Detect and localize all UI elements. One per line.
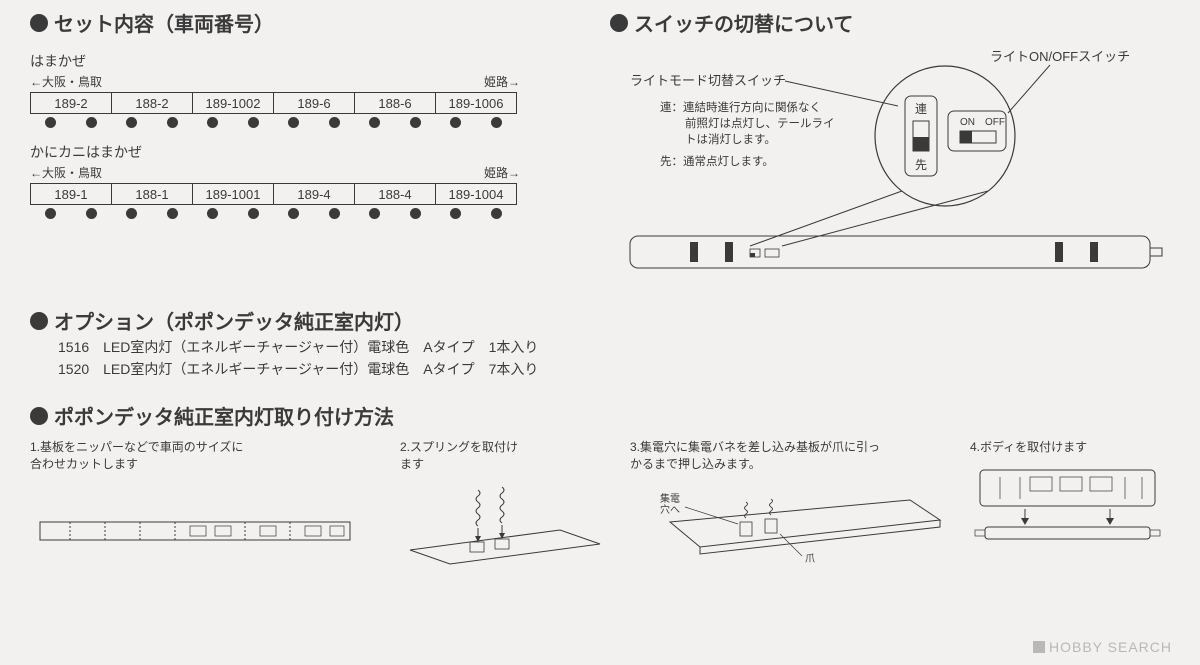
set1-wheels [30, 117, 610, 128]
svg-text:OFF: OFF [985, 117, 1005, 128]
svg-text:先: 先 [915, 158, 927, 172]
set1-dest: ←大阪・鳥取 姫路→ [30, 73, 520, 90]
option-1516: 1516 LED室内灯（エネルギーチャージャー付）電球色 Aタイプ 1本入り [58, 337, 1170, 357]
step3-text: 3.集電穴に集電バネを差し込み基板が爪に引っかるまで押し込みます。 [630, 438, 890, 472]
car-cell: 188-2 [111, 92, 193, 114]
step3-diagram: 集電 穴へ 爪 [630, 472, 950, 572]
install-section: ポポンデッタ純正室内灯取り付け方法 1.基板をニッパーなどで車両のサイズに合わせ… [30, 401, 1170, 575]
section-title-install: ポポンデッタ純正室内灯取り付け方法 [30, 401, 1170, 430]
section-title-switch: スイッチの切替について [610, 8, 1170, 37]
step4-diagram [970, 455, 1170, 555]
car-cell: 189-1004 [435, 183, 517, 205]
watermark: HOBBY SEARCH [1033, 639, 1172, 655]
install-step-1: 1.基板をニッパーなどで車両のサイズに合わせカットします [30, 438, 400, 575]
step1-text: 1.基板をニッパーなどで車両のサイズに合わせカットします [30, 438, 250, 472]
car-cell: 189-1006 [435, 92, 517, 114]
label-mode: ライトモード切替スイッチ [630, 73, 786, 88]
option-1520: 1520 LED室内灯（エネルギーチャージャー付）電球色 Aタイプ 7本入り [58, 359, 1170, 379]
desc-ren-l3: トは消灯します。 [685, 132, 776, 146]
set-contents-column: セット内容（車両番号） はまかぜ ←大阪・鳥取 姫路→ 189-2 188-2 … [30, 8, 610, 294]
install-step-4: 4.ボディを取付けます [970, 438, 1170, 575]
step2-text: 2.スプリングを取付けます [400, 438, 520, 472]
step1-diagram [30, 472, 370, 562]
options-section: オプション（ポポンデッタ純正室内灯） 1516 LED室内灯（エネルギーチャージ… [30, 306, 1170, 379]
svg-text:連: 連 [915, 102, 927, 116]
set2-cars: 189-1 188-1 189-1001 189-4 188-4 189-100… [30, 183, 610, 205]
bullet-icon [30, 312, 48, 330]
car-cell: 188-6 [354, 92, 436, 114]
step4-text: 4.ボディを取付けます [970, 438, 1170, 455]
step2-diagram [400, 472, 610, 572]
desc-saki: 先：通常点灯します。 [660, 155, 774, 168]
dest-right: 姫路→ [484, 164, 520, 181]
switch-diagram: ライトモード切替スイッチ ライトON/OFFスイッチ 連：連結時進行方向に関係な… [610, 41, 1170, 291]
car-cell: 189-2 [30, 92, 112, 114]
dest-right: 姫路→ [484, 73, 520, 90]
section-title-set: セット内容（車両番号） [30, 8, 610, 37]
desc-ren-l1: 連：連結時進行方向に関係なく [660, 100, 821, 114]
watermark-text: HOBBY SEARCH [1049, 639, 1172, 655]
car-cell: 189-1001 [192, 183, 274, 205]
svg-text:ON: ON [960, 117, 975, 128]
install-step-3: 3.集電穴に集電バネを差し込み基板が爪に引っかるまで押し込みます。 集電 穴へ [630, 438, 970, 575]
install-step-2: 2.スプリングを取付けます [400, 438, 630, 575]
set1-cars: 189-2 188-2 189-1002 189-6 188-6 189-100… [30, 92, 610, 114]
title-text: オプション（ポポンデッタ純正室内灯） [54, 306, 414, 335]
car-cell: 189-1002 [192, 92, 274, 114]
section-title-options: オプション（ポポンデッタ純正室内灯） [30, 306, 1170, 335]
car-cell: 188-4 [354, 183, 436, 205]
bullet-icon [30, 14, 48, 32]
title-text: スイッチの切替について [634, 8, 853, 37]
desc-ren-l2: 前照灯は点灯し、テールライ [685, 116, 835, 130]
set1-name: はまかぜ [30, 51, 610, 71]
svg-text:集電: 集電 [660, 492, 680, 505]
label-onoff: ライトON/OFFスイッチ [990, 49, 1130, 64]
set2-dest: ←大阪・鳥取 姫路→ [30, 164, 520, 181]
svg-text:爪: 爪 [805, 554, 815, 565]
dest-left: ←大阪・鳥取 [30, 164, 102, 181]
title-text: ポポンデッタ純正室内灯取り付け方法 [54, 401, 394, 430]
cube-icon [1033, 641, 1045, 653]
car-cell: 189-4 [273, 183, 355, 205]
car-cell: 189-6 [273, 92, 355, 114]
title-text: セット内容（車両番号） [54, 8, 274, 37]
car-cell: 188-1 [111, 183, 193, 205]
bullet-icon [30, 407, 48, 425]
dest-left: ←大阪・鳥取 [30, 73, 102, 90]
switch-info-column: スイッチの切替について ライトモード切替スイッチ ライトON/OFFスイッチ 連… [610, 8, 1170, 294]
svg-text:穴へ: 穴へ [660, 503, 680, 516]
bullet-icon [610, 14, 628, 32]
set2-name: かにカニはまかぜ [30, 142, 610, 162]
car-cell: 189-1 [30, 183, 112, 205]
set2-wheels [30, 208, 610, 219]
